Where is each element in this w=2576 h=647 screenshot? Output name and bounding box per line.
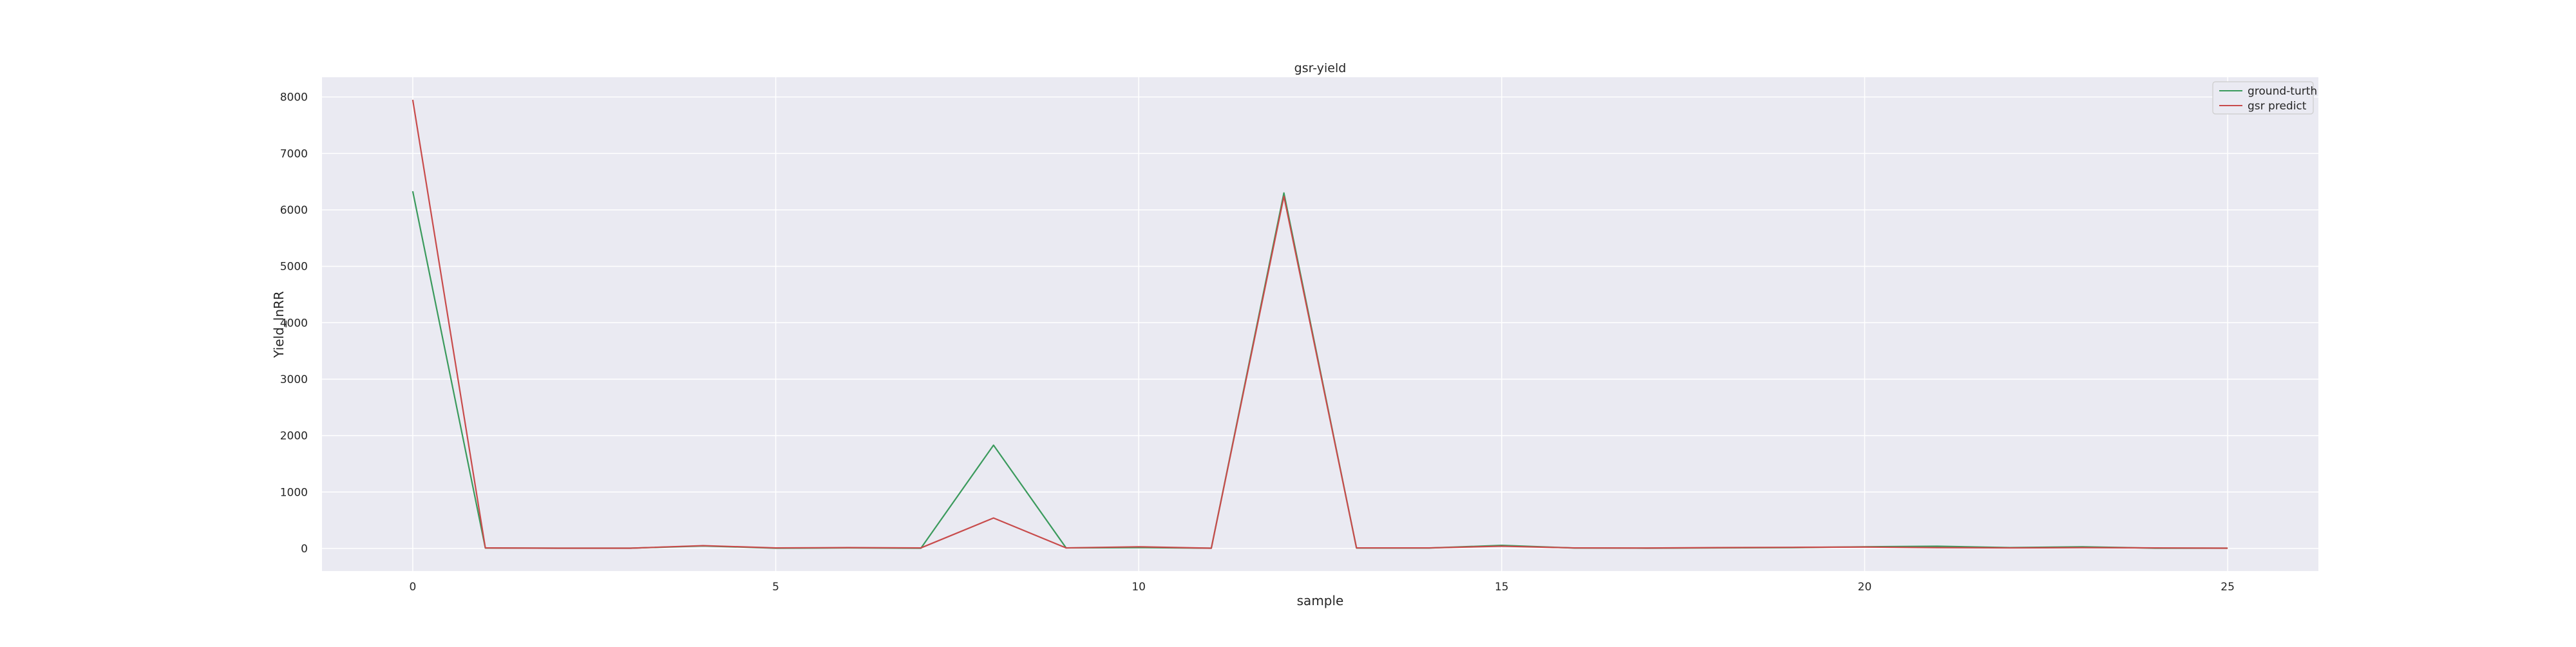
plot-background	[322, 77, 2318, 571]
y-tick-label: 3000	[280, 373, 308, 386]
y-axis-label: Yield_lnRR	[271, 291, 287, 359]
legend-label-ground-turth: ground-turth	[2248, 85, 2317, 98]
legend-label-gsr-predict: gsr predict	[2248, 100, 2307, 113]
x-tick-label: 15	[1495, 581, 1509, 594]
x-tick-label: 25	[2221, 581, 2235, 594]
y-tick-label: 7000	[280, 147, 308, 160]
x-tick-label: 20	[1858, 581, 1872, 594]
y-tick-label: 8000	[280, 91, 308, 104]
x-tick-label: 0	[409, 581, 416, 594]
y-tick-label: 0	[301, 543, 308, 556]
y-tick-label: 2000	[280, 430, 308, 443]
x-tick-label: 5	[772, 581, 779, 594]
y-tick-label: 5000	[280, 261, 308, 274]
legend: ground-turth gsr predict	[2213, 82, 2317, 114]
y-tick-label: 1000	[280, 486, 308, 499]
x-tick-label: 10	[1132, 581, 1146, 594]
x-axis-label: sample	[1297, 593, 1344, 608]
chart-title: gsr-yield	[1294, 61, 1347, 75]
y-tick-label: 6000	[280, 204, 308, 217]
